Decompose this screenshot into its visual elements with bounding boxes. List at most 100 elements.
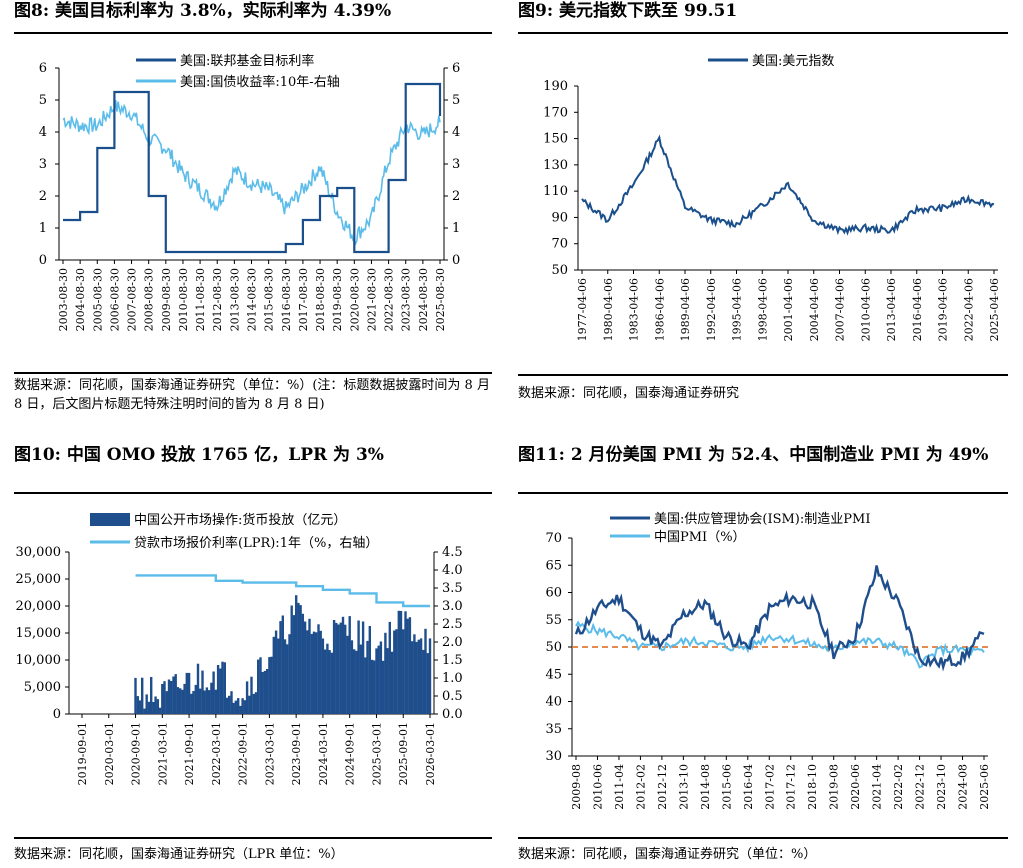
fig10-bar [196, 663, 200, 714]
fig10-bar [167, 679, 171, 714]
fig10-bar [388, 621, 391, 714]
fig10-xtick-label: 2021-03-01 [156, 722, 169, 785]
fig9-xtick-label: 1977-04-06 [576, 278, 589, 341]
fig10-xtick-label: 2023-03-01 [263, 722, 276, 785]
fig10-bar [187, 672, 191, 714]
fig10-bar [319, 630, 322, 714]
fig9-ytick-label: 170 [543, 105, 568, 120]
fig10-bar [406, 618, 409, 714]
fig9-xtick-label: 2022-04-06 [962, 278, 975, 341]
fig10-source: 数据来源：同花顺，国泰海通证券研究（LPR 单位：%） [14, 847, 344, 862]
fig8-xtick-label: 2014-08-30 [246, 268, 259, 331]
fig10-ytick-right-label: 2.0 [442, 635, 463, 650]
fig11-xtick-label: 2019-08 [828, 764, 841, 810]
fig11-title: 图11: 2 月份美国 PMI 为 52.4、中国制造业 PMI 为 49% [518, 445, 989, 465]
fig9-xtick-label: 2025-04-06 [988, 278, 1001, 341]
fig10-bar [303, 621, 307, 714]
fig10-bar [248, 695, 251, 714]
fig10-bar [212, 671, 215, 714]
fig9-xtick-label: 2013-04-06 [885, 278, 898, 341]
fig10-bar [268, 657, 271, 714]
fig11-source: 数据来源：同花顺，国泰海通证券研究（单位：%） [518, 847, 817, 862]
fig10-bar [174, 674, 177, 714]
fig10-bar [424, 628, 427, 714]
fig10-bar [181, 689, 184, 714]
fig11-legend-us-label: 美国:供应管理协会(ISM):制造业PMI [654, 511, 870, 527]
fig9-series-dxy-line [581, 134, 995, 236]
fig10-bar [283, 639, 287, 714]
fig11-ytick-label: 55 [545, 613, 562, 628]
fig11-xtick-label: 2020-06 [849, 764, 862, 810]
fig10-bar [397, 610, 400, 714]
fig11-xtick-label: 2013-10 [677, 764, 690, 810]
fig10-bar [366, 640, 369, 714]
fig8-xtick-label: 2011-08-30 [194, 268, 207, 331]
fig10-xtick-label: 2021-09-01 [183, 722, 196, 785]
fig10-ytick-right-label: 4.5 [442, 545, 463, 560]
fig8-legend-fedrate-label: 美国:联邦基金目标利率 [180, 53, 314, 69]
fig10-ytick-left-label: 30,000 [16, 545, 62, 560]
panel-fig11: 图11: 2 月份美国 PMI 为 52.4、中国制造业 PMI 为 49% 3… [518, 444, 1008, 868]
fig8-xtick-label: 2013-08-30 [228, 268, 241, 331]
fig9-title: 图9: 美元指数下跌至 99.51 [518, 1, 738, 21]
fig10-bar [399, 611, 403, 714]
fig10-bar [150, 677, 153, 714]
fig8-ytick-right-label: 0 [452, 253, 460, 268]
fig11-ytick-label: 60 [545, 586, 562, 601]
fig10-ytick-left-label: 5,000 [24, 680, 61, 695]
fig10-bar [156, 699, 159, 714]
fig11-ytick-label: 50 [545, 640, 562, 655]
fig10-ytick-left-label: 0 [53, 707, 61, 722]
fig11-series-china-line [575, 620, 985, 669]
fig10-bar [404, 611, 407, 714]
fig10-bar [263, 670, 267, 714]
fig8-xtick-label: 2006-08-30 [108, 268, 121, 331]
fig10-chart: 0 5,000 10,000 15,000 20,000 25,000 30,000 0.0 0… [16, 512, 463, 785]
fig10-bar [341, 616, 345, 714]
fig10-bar [348, 616, 351, 714]
fig8-xtick-label: 2017-08-30 [297, 268, 310, 331]
fig10-ytick-right-label: 1.0 [442, 671, 463, 686]
fig8-ytick-left-label: 2 [39, 189, 47, 204]
fig8-series-treasury-line [62, 99, 441, 247]
fig10-ytick-right-label: 0.0 [442, 707, 463, 722]
fig10-bar [288, 634, 291, 714]
fig10-bar [402, 629, 405, 714]
fig10-xtick-label: 2025-03-01 [370, 722, 383, 785]
fig10-bar [317, 624, 320, 714]
fig11-xtick-label: 2022-02 [892, 764, 905, 810]
fig11-ytick-label: 45 [545, 667, 562, 682]
fig9-xtick-label: 1992-04-06 [705, 278, 718, 341]
fig9-xtick-label: 2010-04-06 [859, 278, 872, 341]
fig10-bottom-rule [14, 837, 492, 839]
fig11-ytick-label: 40 [545, 695, 562, 710]
fig9-ytick-label: 50 [551, 263, 568, 278]
fig10-bar [245, 681, 249, 714]
fig10-bar [301, 613, 304, 714]
fig11-ytick-label: 30 [545, 749, 562, 764]
fig10-xtick-label: 2026-03-01 [424, 722, 437, 785]
fig10-bar [254, 692, 258, 714]
fig10-bar [257, 659, 260, 714]
fig10-title: 图10: 中国 OMO 投放 1765 亿，LPR 为 3% [14, 445, 384, 465]
fig10-bar [364, 657, 367, 714]
panel-fig8: 图8: 美国目标利率为 3.8%，实际利率为 4.39% 0 1 2 3 4 5 6 0 1 2 3… [14, 0, 492, 440]
fig10-bar [214, 689, 217, 714]
fig9-bottom-rule [518, 374, 1008, 376]
fig10-bar [232, 702, 235, 714]
fig9-xtick-label: 1980-04-06 [602, 278, 615, 341]
fig10-bar [308, 618, 311, 714]
fig10-series-lpr-line [135, 574, 430, 608]
fig11-top-rule [518, 492, 1008, 494]
fig10-ytick-left-label: 25,000 [16, 572, 62, 587]
fig10-bar [179, 688, 182, 714]
fig11-xtick-label: 2009-08 [570, 764, 583, 810]
fig10-bar [417, 639, 420, 714]
fig10-ytick-right-label: 4.0 [442, 563, 463, 578]
fig10-bar [281, 615, 284, 714]
fig10-bar [183, 683, 186, 714]
fig10-bar [216, 665, 220, 714]
fig10-xtick-label: 2020-09-01 [130, 722, 143, 785]
fig10-bar [176, 687, 180, 714]
fig8-xtick-label: 2022-08-30 [383, 268, 396, 331]
